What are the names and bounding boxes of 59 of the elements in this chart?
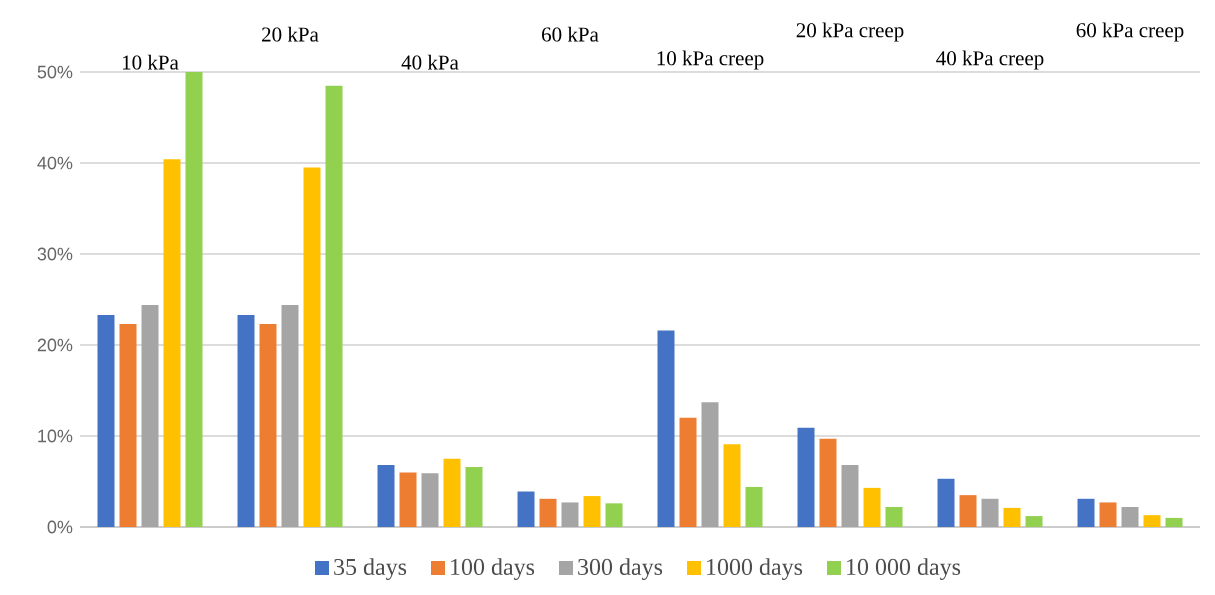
bar: [657, 330, 675, 527]
bar: [583, 496, 601, 527]
x-tick-label: 60 kPa: [542, 26, 599, 42]
bar: [819, 438, 837, 527]
bar: [325, 85, 343, 527]
legend-label: 300 days: [578, 558, 663, 580]
bar: [863, 487, 881, 527]
bar: [1077, 498, 1095, 527]
y-tick-label: 10%: [38, 429, 73, 443]
x-tick-label: 20 kPa creep: [796, 22, 904, 42]
legend-label: 10 000 days: [847, 558, 961, 580]
bar: [1003, 507, 1021, 527]
bar: [1143, 515, 1161, 527]
bar: [1121, 506, 1139, 527]
bar: [701, 402, 719, 527]
bar: [421, 473, 439, 527]
bar: [163, 159, 181, 527]
bar: [745, 486, 763, 527]
bar: [937, 478, 955, 527]
bar: [981, 498, 999, 527]
bar: [517, 491, 535, 527]
bar: [377, 465, 395, 527]
bar: [885, 506, 903, 527]
y-tick-label: 40%: [37, 156, 73, 170]
bar: [1025, 516, 1043, 527]
bar: [141, 304, 159, 527]
legend-label: 35 days: [334, 558, 407, 580]
bar: [97, 314, 115, 527]
bar: [723, 444, 741, 527]
x-tick-label: 10 kPa creep: [657, 50, 764, 70]
bar: [1165, 517, 1183, 527]
bar: [959, 495, 977, 527]
bar: [303, 167, 321, 527]
bar: [679, 417, 697, 527]
bar: [443, 458, 461, 527]
legend-label: 1000 days: [707, 558, 803, 580]
y-tick-label: 30%: [37, 247, 73, 261]
x-tick-label: 60 kPa creep: [1076, 22, 1184, 42]
x-tick-label: 40 kPa creep: [936, 50, 1044, 70]
bar: [281, 304, 299, 527]
bar: [797, 427, 815, 527]
bar: [561, 502, 579, 527]
x-tick-label: 10 kPa: [122, 54, 179, 70]
x-tick-label: 40 kPa: [401, 54, 459, 70]
bar: [539, 498, 557, 527]
y-tick-label: 0%: [47, 520, 73, 534]
legend-label: 100 days: [451, 558, 535, 580]
bar: [119, 324, 137, 527]
bar: [259, 324, 277, 527]
y-tick-label: 20%: [37, 338, 73, 352]
bar: [237, 314, 255, 527]
x-tick-label: 20 kPa: [262, 26, 319, 42]
bar: [841, 465, 859, 527]
y-tick-label: 50%: [37, 65, 73, 79]
bar: [1099, 502, 1117, 527]
bar: [605, 503, 623, 527]
bar: [465, 466, 483, 527]
bar: [185, 72, 203, 527]
bar: [399, 472, 417, 527]
